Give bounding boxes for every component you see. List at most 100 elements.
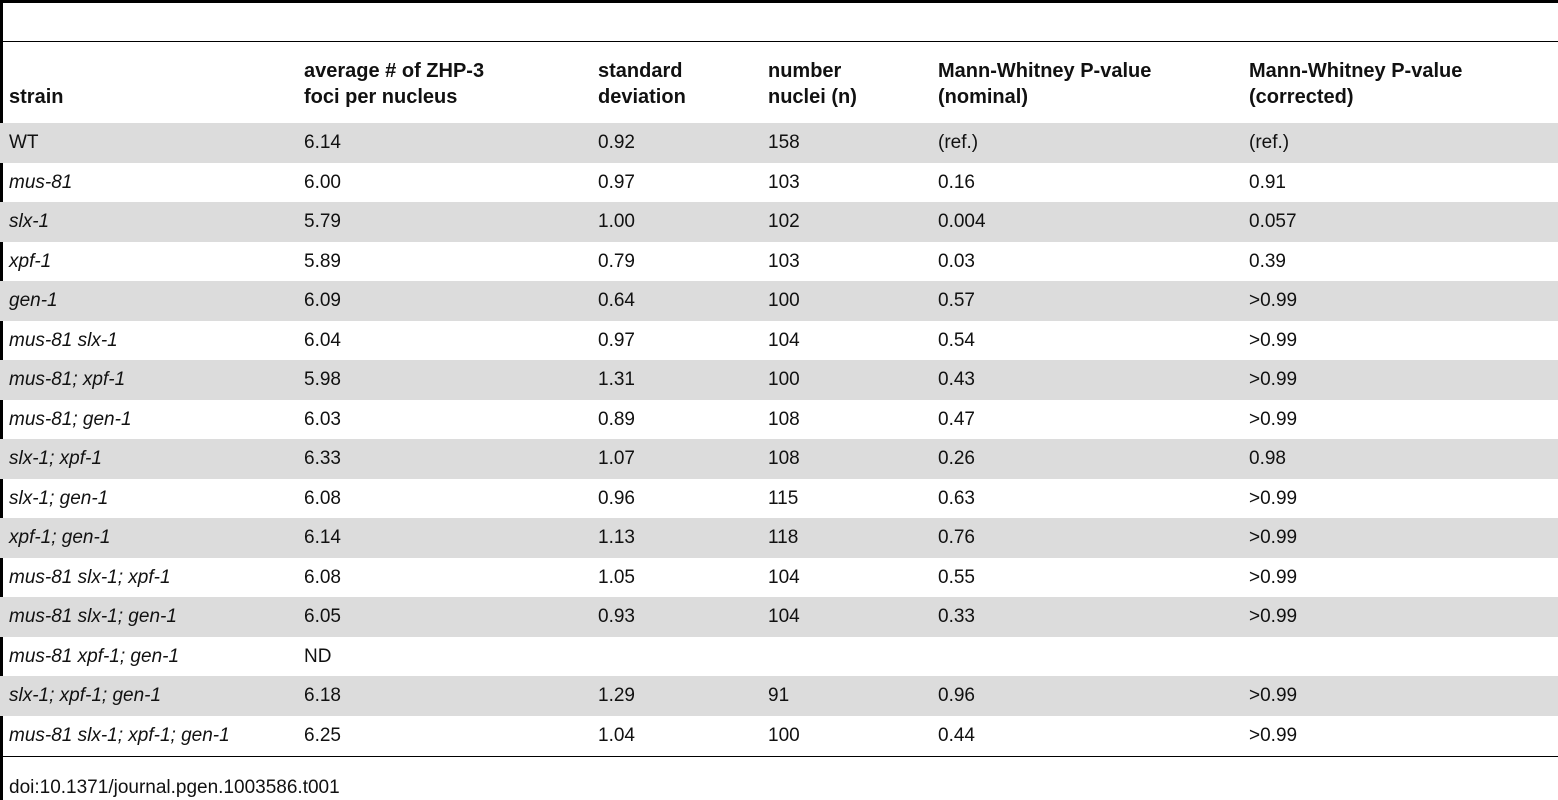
table-header-rule [0,41,1558,42]
strain-cell: WT [9,132,39,153]
table-bottom-rule [0,756,1558,757]
table-row: mus-81 slx-1; xpf-1 6.08 1.05 104 0.55 >0.99 [0,558,1558,598]
average-foci-cell: 6.05 [304,606,341,627]
number-nuclei-cell: 115 [768,487,799,509]
table-row: xpf-1 5.89 0.79 103 0.03 0.39 [0,242,1558,282]
number-nuclei-cell: 103 [768,171,800,193]
number-nuclei-cell: 103 [768,250,800,272]
p-corrected-cell: >0.99 [1249,606,1298,627]
average-foci-cell: 6.25 [304,724,341,746]
p-corrected-cell: 0.057 [1249,211,1297,232]
standard-deviation-cell: 0.97 [598,329,635,351]
average-foci-cell: 5.98 [304,369,341,390]
doi-caption: doi:10.1371/journal.pgen.1003586.t001 [9,777,340,798]
table-row: mus-81; gen-1 6.03 0.89 108 0.47 >0.99 [0,400,1558,440]
average-foci-cell: 5.89 [304,250,341,272]
p-corrected-cell: 0.98 [1249,448,1286,469]
header-strain: strain [9,86,64,108]
p-nominal-cell: 0.47 [938,408,975,430]
standard-deviation-cell: 0.97 [598,171,635,193]
p-nominal-cell: (ref.) [938,132,979,153]
table-row: mus-81; xpf-1 5.98 1.31 100 0.43 >0.99 [0,360,1558,400]
p-nominal-cell: 0.44 [938,724,975,746]
average-foci-cell: 6.03 [304,408,341,430]
standard-deviation-cell: 0.79 [598,250,635,272]
number-nuclei-cell: 104 [768,329,800,351]
table-row: slx-1 5.79 1.00 102 0.004 0.057 [0,202,1558,242]
table-row: gen-1 6.09 0.64 100 0.57 >0.99 [0,281,1558,321]
strain-cell: xpf-1 [9,250,52,272]
table-row: slx-1; xpf-1 6.33 1.07 108 0.26 0.98 [0,439,1558,479]
number-nuclei-cell: 104 [768,566,800,588]
p-corrected-cell: 0.91 [1249,171,1286,193]
p-nominal-cell: 0.33 [938,606,975,627]
number-nuclei-cell: 102 [768,211,800,232]
p-nominal-cell: 0.57 [938,290,975,311]
average-foci-cell: 6.09 [304,290,341,311]
p-nominal-cell: 0.26 [938,448,975,469]
strain-cell: gen-1 [9,290,58,311]
p-corrected-cell: >0.99 [1249,290,1298,311]
table-row: slx-1; gen-1 6.08 0.96 115 0.63 >0.99 [0,479,1558,519]
strain-cell: slx-1; gen-1 [9,487,109,509]
average-foci-cell: 6.14 [304,132,341,153]
standard-deviation-cell: 1.05 [598,566,635,588]
p-nominal-cell: 0.03 [938,250,975,272]
strain-cell: mus-81; xpf-1 [9,369,126,390]
strain-cell: mus-81 xpf-1; gen-1 [9,645,180,667]
standard-deviation-cell: 0.89 [598,408,635,430]
p-corrected-cell: >0.99 [1249,408,1298,430]
strain-cell: slx-1 [9,211,50,232]
standard-deviation-cell: 1.00 [598,211,635,232]
table-row: slx-1; xpf-1; gen-1 6.18 1.29 91 0.96 >0.99 [0,676,1558,716]
strain-cell: mus-81 slx-1; gen-1 [9,606,177,627]
table-top-rule [0,0,1558,3]
p-nominal-cell: 0.63 [938,487,975,509]
number-nuclei-cell: 158 [768,132,800,153]
average-foci-cell: 5.79 [304,211,341,232]
table-header: strain average # of ZHP-3 foci per nucle… [0,55,1558,118]
strain-cell: mus-81 slx-1 [9,329,118,351]
table-left-rule [0,0,3,800]
p-nominal-cell: 0.76 [938,527,975,548]
number-nuclei-cell: 104 [768,606,800,627]
p-corrected-cell: >0.99 [1249,566,1298,588]
strain-cell: xpf-1; gen-1 [9,527,111,548]
average-foci-cell: 6.08 [304,566,341,588]
standard-deviation-cell: 0.96 [598,487,635,509]
standard-deviation-cell: 1.04 [598,724,635,746]
strain-cell: mus-81 slx-1; xpf-1 [9,566,171,588]
header-number-nuclei: number nuclei (n) [768,60,857,108]
number-nuclei-cell: 108 [768,448,800,469]
p-corrected-cell: >0.99 [1249,724,1298,746]
table-row: mus-81 slx-1; gen-1 6.05 0.93 104 0.33 >0.99 [0,597,1558,637]
table-row: mus-81 slx-1; xpf-1; gen-1 6.25 1.04 100 0.4… [0,716,1558,756]
header-p-nominal: Mann-Whitney P-value (nominal) [938,60,1152,108]
p-nominal-cell: 0.004 [938,211,986,232]
standard-deviation-cell: 1.29 [598,685,635,706]
number-nuclei-cell: 108 [768,408,800,430]
table-row: mus-81 xpf-1; gen-1 ND [0,637,1558,677]
strain-cell: slx-1; xpf-1; gen-1 [9,685,162,706]
average-foci-cell: 6.04 [304,329,341,351]
average-foci-cell: 6.14 [304,527,341,548]
number-nuclei-cell: 100 [768,369,800,390]
average-foci-cell: 6.18 [304,685,341,706]
standard-deviation-cell: 1.31 [598,369,635,390]
table-row: mus-81 slx-1 6.04 0.97 104 0.54 >0.99 [0,321,1558,361]
p-corrected-cell: >0.99 [1249,369,1298,390]
p-corrected-cell: >0.99 [1249,487,1298,509]
number-nuclei-cell: 118 [768,527,799,548]
p-nominal-cell: 0.16 [938,171,975,193]
number-nuclei-cell: 100 [768,290,800,311]
standard-deviation-cell: 0.92 [598,132,635,153]
standard-deviation-cell: 1.13 [598,527,635,548]
p-corrected-cell: 0.39 [1249,250,1286,272]
header-p-corrected: Mann-Whitney P-value (corrected) [1249,60,1463,108]
header-standard-deviation: standard deviation [598,60,686,108]
p-corrected-cell: >0.99 [1249,329,1298,351]
strain-cell: mus-81 slx-1; xpf-1; gen-1 [9,724,230,746]
p-corrected-cell: >0.99 [1249,685,1298,706]
p-nominal-cell: 0.55 [938,566,975,588]
p-nominal-cell: 0.54 [938,329,975,351]
